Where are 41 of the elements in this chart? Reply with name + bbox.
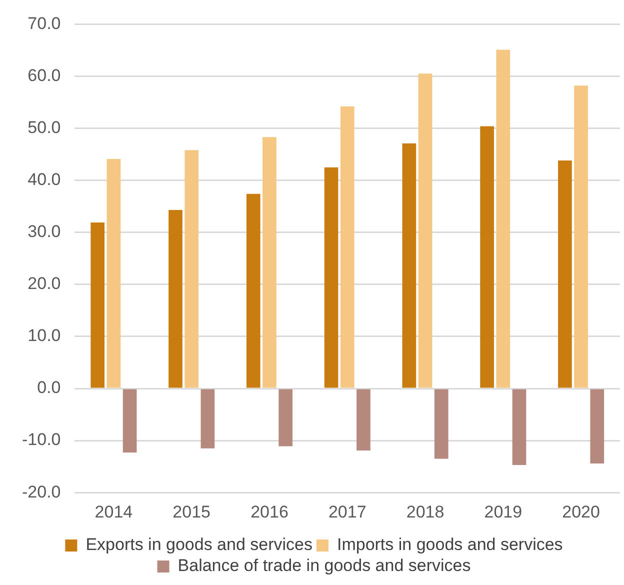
bar [512, 389, 526, 466]
y-tick-label: 10.0 [28, 326, 61, 346]
bar [402, 143, 416, 388]
y-tick-label: -20.0 [22, 482, 61, 502]
bar [480, 126, 494, 388]
bar [418, 74, 432, 388]
y-tick-label: 50.0 [28, 118, 61, 137]
x-tick-label: 2020 [562, 502, 600, 522]
x-tick-label: 2017 [328, 502, 366, 522]
bar [324, 167, 338, 388]
bar [168, 210, 182, 388]
y-tick-label: 70.0 [28, 14, 61, 33]
bar [106, 158, 121, 388]
y-tick-label: 60.0 [28, 66, 61, 85]
x-tick-label: 2015 [172, 502, 210, 522]
bar [278, 389, 292, 446]
y-tick-label: 20.0 [28, 274, 61, 294]
legend-label: Imports in goods and services [336, 535, 563, 554]
legend-label: Exports in goods and services [86, 535, 312, 554]
y-tick-label: 40.0 [28, 170, 61, 190]
bar [590, 389, 604, 464]
bar [200, 389, 215, 448]
bar [434, 389, 448, 459]
bar [496, 50, 510, 388]
bar [184, 150, 199, 388]
bar [262, 137, 276, 388]
x-tick-label: 2014 [94, 502, 133, 522]
bar [90, 222, 105, 388]
y-tick-label: 0.0 [37, 378, 61, 398]
x-tick-label: 2018 [406, 502, 444, 522]
bar [356, 389, 370, 450]
bar [246, 194, 260, 388]
bar [122, 389, 137, 453]
x-tick-label: 2016 [250, 502, 288, 522]
y-tick-label: 30.0 [28, 222, 61, 242]
y-tick-label: -10.0 [22, 430, 61, 450]
bar [558, 160, 572, 388]
legend-label: Balance of trade in goods and services [178, 556, 471, 576]
bar [574, 86, 588, 388]
x-tick-label: 2019 [484, 502, 522, 522]
bar [340, 106, 354, 388]
